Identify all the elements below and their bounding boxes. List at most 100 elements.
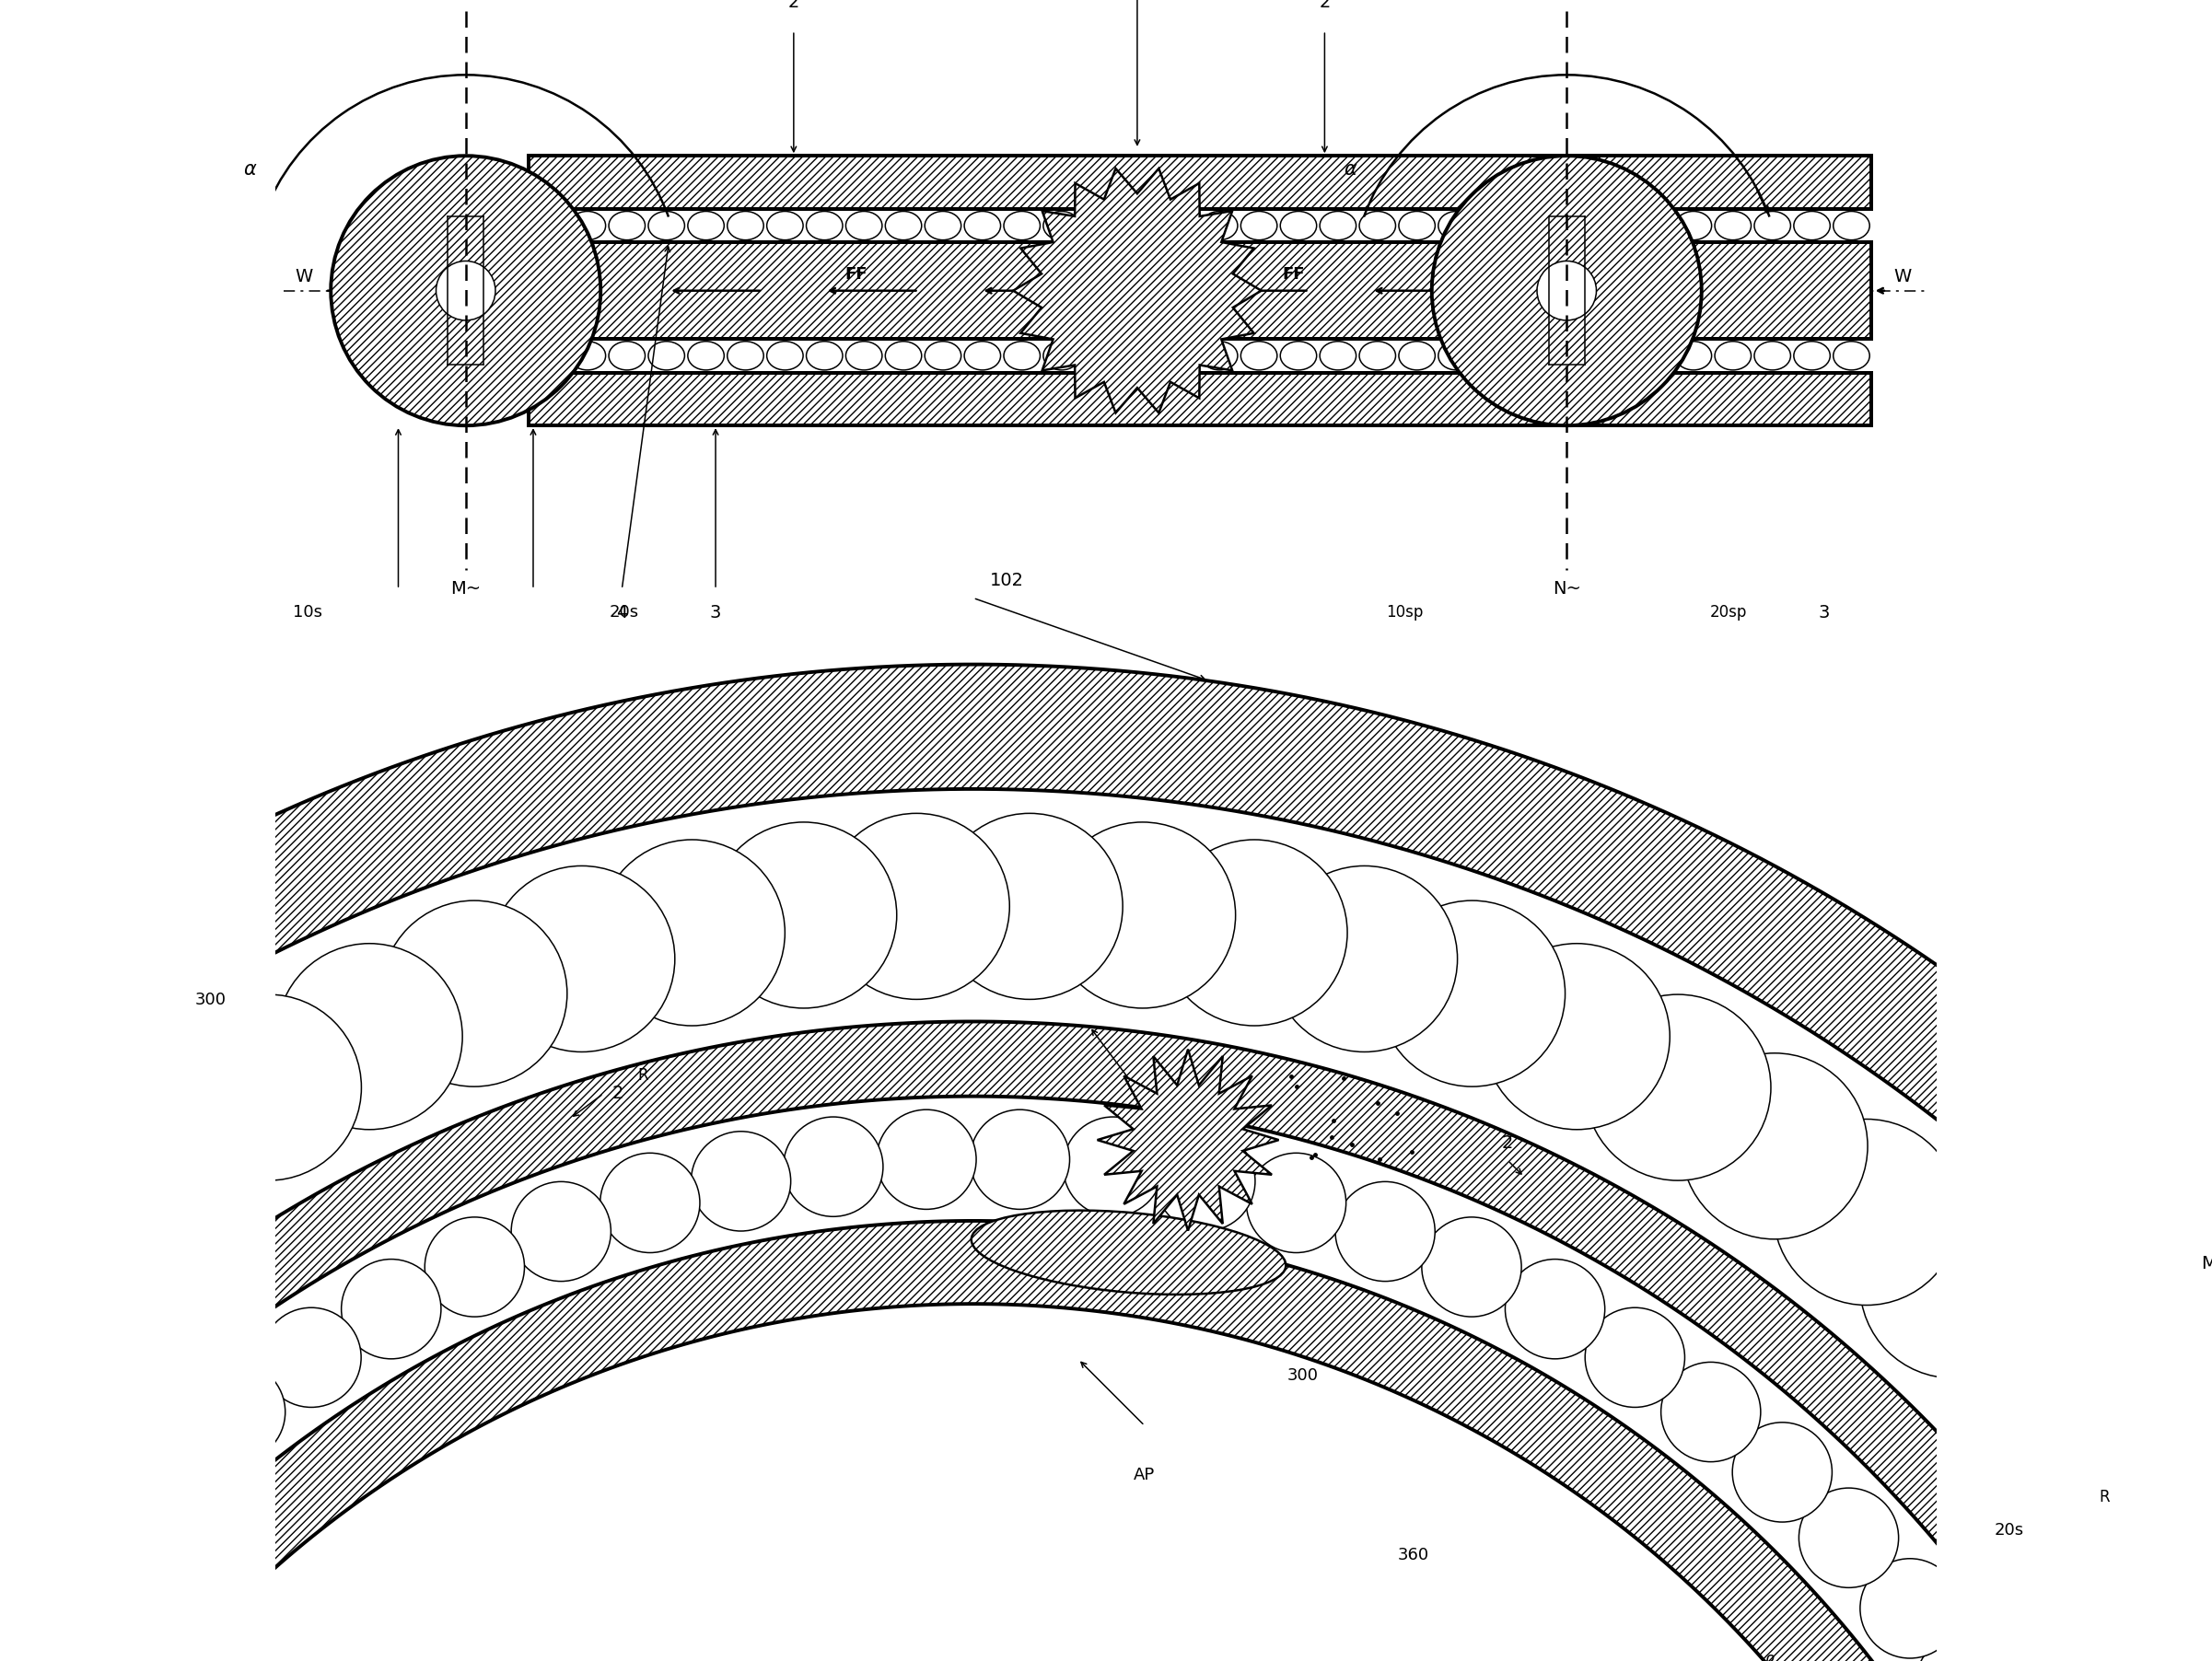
- Ellipse shape: [1754, 342, 1792, 370]
- Text: R: R: [637, 1066, 648, 1083]
- Ellipse shape: [1321, 342, 1356, 370]
- Ellipse shape: [925, 342, 962, 370]
- Ellipse shape: [964, 342, 1000, 370]
- Polygon shape: [0, 664, 2212, 1526]
- Text: $\alpha$: $\alpha$: [1343, 159, 1358, 178]
- Ellipse shape: [1714, 211, 1752, 239]
- Ellipse shape: [1004, 342, 1040, 370]
- Circle shape: [332, 156, 602, 425]
- Text: FF: FF: [845, 266, 867, 282]
- Text: 4: 4: [617, 603, 628, 621]
- Text: 10s: 10s: [292, 603, 323, 620]
- Circle shape: [1161, 840, 1347, 1026]
- Circle shape: [710, 822, 896, 1008]
- Circle shape: [1860, 1193, 2046, 1379]
- Ellipse shape: [648, 211, 686, 239]
- Ellipse shape: [1241, 211, 1276, 239]
- Circle shape: [1336, 1181, 1436, 1281]
- Circle shape: [599, 840, 785, 1026]
- Ellipse shape: [1714, 342, 1752, 370]
- Circle shape: [261, 1307, 361, 1407]
- Text: 360: 360: [1398, 1546, 1429, 1563]
- Ellipse shape: [1044, 342, 1079, 370]
- Ellipse shape: [925, 211, 962, 239]
- Polygon shape: [0, 1022, 2108, 1661]
- Text: 2: 2: [613, 1085, 624, 1101]
- Text: W: W: [1893, 267, 1911, 286]
- Circle shape: [1584, 995, 1772, 1181]
- Ellipse shape: [1637, 211, 1672, 239]
- Circle shape: [1245, 1153, 1347, 1252]
- Circle shape: [936, 814, 1124, 1000]
- Ellipse shape: [1398, 211, 1436, 239]
- Circle shape: [690, 1131, 790, 1231]
- Ellipse shape: [568, 342, 606, 370]
- Ellipse shape: [1478, 342, 1515, 370]
- Ellipse shape: [608, 342, 646, 370]
- Text: AP: AP: [1135, 1467, 1155, 1483]
- Polygon shape: [9, 1221, 1938, 1661]
- Circle shape: [1940, 1272, 2126, 1458]
- Circle shape: [2081, 1448, 2212, 1634]
- Ellipse shape: [1754, 211, 1792, 239]
- Polygon shape: [529, 243, 1871, 339]
- Ellipse shape: [1794, 211, 1829, 239]
- Text: 300: 300: [1287, 1367, 1318, 1384]
- Circle shape: [1155, 1131, 1254, 1231]
- Text: 20s: 20s: [608, 603, 639, 620]
- Ellipse shape: [648, 342, 686, 370]
- Ellipse shape: [1597, 211, 1632, 239]
- Circle shape: [876, 1110, 975, 1209]
- Ellipse shape: [1281, 342, 1316, 370]
- Circle shape: [1537, 261, 1597, 321]
- Text: M: M: [2201, 1256, 2212, 1272]
- Circle shape: [1774, 1120, 1960, 1306]
- Circle shape: [2081, 1588, 2110, 1616]
- Text: 2: 2: [787, 0, 799, 12]
- Ellipse shape: [1360, 211, 1396, 239]
- Ellipse shape: [1084, 342, 1119, 370]
- Circle shape: [341, 1259, 440, 1359]
- Circle shape: [49, 1488, 148, 1588]
- Ellipse shape: [1201, 211, 1239, 239]
- Circle shape: [823, 814, 1009, 1000]
- Circle shape: [1586, 1307, 1686, 1407]
- Text: FF: FF: [1283, 266, 1305, 282]
- Ellipse shape: [1004, 211, 1040, 239]
- Ellipse shape: [1674, 211, 1712, 239]
- Circle shape: [599, 1153, 699, 1252]
- Ellipse shape: [1478, 211, 1515, 239]
- Circle shape: [80, 1053, 265, 1239]
- Ellipse shape: [768, 211, 803, 239]
- Circle shape: [1798, 1488, 1898, 1588]
- Polygon shape: [529, 156, 1871, 209]
- Ellipse shape: [964, 211, 1000, 239]
- Circle shape: [1732, 1422, 1832, 1521]
- Ellipse shape: [885, 342, 922, 370]
- Ellipse shape: [1794, 342, 1829, 370]
- Ellipse shape: [1674, 342, 1712, 370]
- Circle shape: [0, 1120, 173, 1306]
- Circle shape: [380, 900, 566, 1086]
- Ellipse shape: [688, 342, 723, 370]
- Ellipse shape: [568, 211, 606, 239]
- Ellipse shape: [807, 211, 843, 239]
- Text: 102: 102: [989, 571, 1024, 590]
- Ellipse shape: [608, 211, 646, 239]
- Text: 20s: 20s: [1995, 1521, 2024, 1538]
- Text: 3: 3: [710, 603, 721, 621]
- Circle shape: [1064, 1116, 1164, 1216]
- Ellipse shape: [728, 342, 763, 370]
- Text: N~: N~: [1553, 0, 1582, 2]
- Circle shape: [1378, 900, 1566, 1086]
- Circle shape: [115, 1422, 215, 1521]
- Ellipse shape: [1201, 342, 1239, 370]
- Text: 2: 2: [1318, 0, 1329, 12]
- Text: $\beta$: $\beta$: [1763, 1653, 1776, 1661]
- Polygon shape: [1013, 168, 1261, 414]
- Ellipse shape: [971, 1211, 1285, 1294]
- Ellipse shape: [1834, 342, 1869, 370]
- Circle shape: [276, 943, 462, 1129]
- Circle shape: [175, 995, 361, 1181]
- Ellipse shape: [1360, 342, 1396, 370]
